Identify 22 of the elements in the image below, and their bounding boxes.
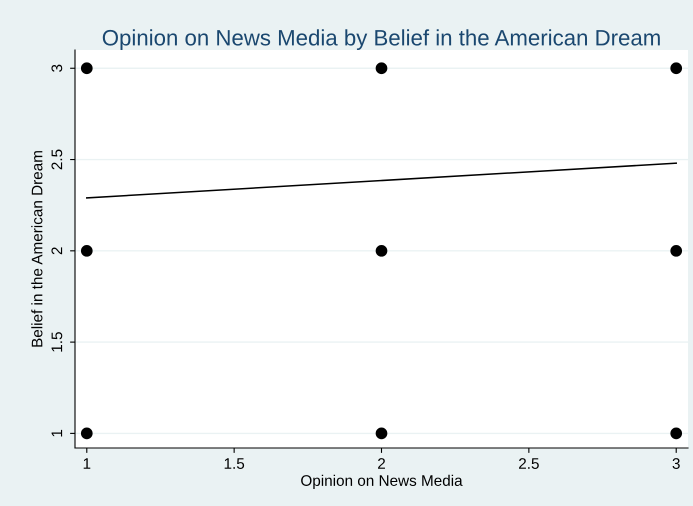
point bbox=[376, 428, 388, 440]
point bbox=[80, 244, 93, 257]
point bbox=[376, 62, 388, 74]
y-tick-label: 3 bbox=[51, 64, 62, 72]
x-tick-label: 1.5 bbox=[224, 458, 244, 469]
point bbox=[670, 62, 682, 74]
y-tick-label: 2 bbox=[51, 247, 62, 254]
y-tick-label: 1 bbox=[52, 430, 62, 436]
point bbox=[376, 244, 388, 257]
chart-title: Opinion on News Media by Belief in the American Dream bbox=[102, 29, 660, 50]
x-tick-label: 3 bbox=[672, 458, 680, 469]
x-tick-label: 2 bbox=[378, 458, 385, 469]
y-axis-title: Belief in the American Dream bbox=[31, 151, 42, 347]
x-axis-title: Opinion on News Media bbox=[301, 474, 463, 489]
point bbox=[80, 62, 93, 74]
x-tick-label: 1 bbox=[84, 458, 90, 469]
y-tick-label: 2.5 bbox=[51, 150, 62, 170]
x-tick-label: 2.5 bbox=[519, 458, 539, 469]
point bbox=[80, 428, 93, 440]
point bbox=[670, 244, 682, 257]
point bbox=[670, 428, 682, 440]
y-tick-label: 1.5 bbox=[52, 332, 62, 352]
